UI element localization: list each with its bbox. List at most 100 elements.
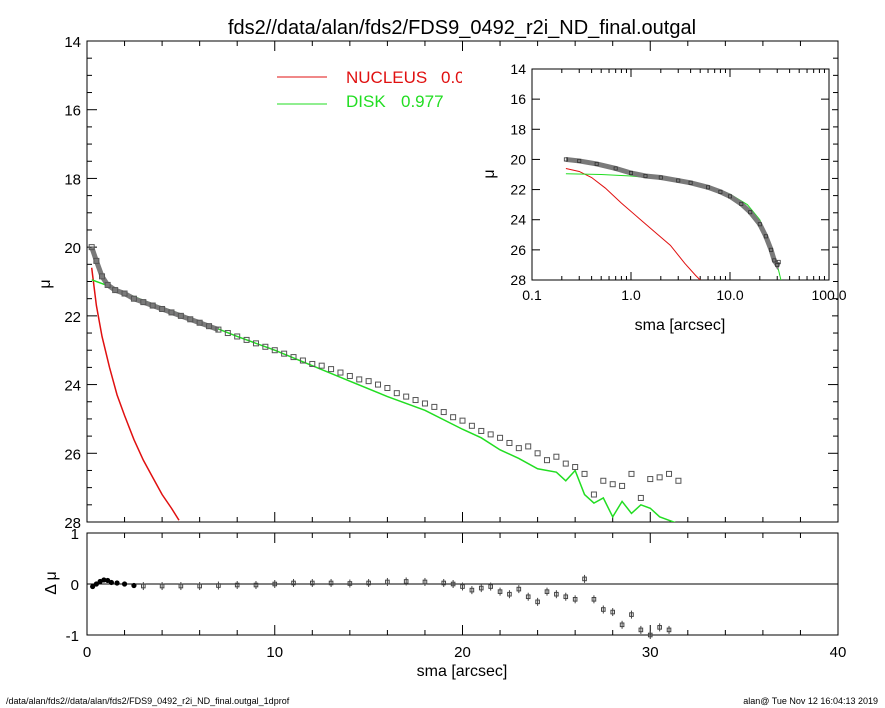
inset-x-axis-label: sma [arcsec]: [635, 317, 726, 334]
residual-point: [328, 580, 334, 586]
inset-y-tick-label: 22: [510, 182, 526, 198]
main-y-tick-label: 20: [64, 240, 81, 257]
main-data-point: [112, 287, 119, 294]
main-data-point: [88, 244, 95, 251]
residual-point: [441, 580, 447, 586]
inset-data-point: [676, 178, 681, 183]
main-y-tick-label: 14: [64, 34, 81, 51]
main-data-point: [468, 422, 475, 429]
x-tick-label: 0: [83, 644, 91, 661]
inset-x-tick-label: 1.0: [621, 287, 641, 303]
main-data-point: [177, 312, 184, 319]
residual-point: [121, 581, 128, 587]
inset-y-tick-label: 18: [510, 121, 526, 137]
main-data-point: [234, 333, 241, 340]
residual-y-tick-label: 0: [71, 577, 79, 594]
main-panel: 14 16 18 20 22 24 26 28 μ NUCLEUS 0.023 DISK 0.…: [37, 34, 839, 532]
main-data-point: [337, 369, 344, 376]
residual-point: [535, 599, 540, 605]
main-data-point: [159, 305, 166, 312]
main-data-point: [243, 336, 250, 343]
inset-series-nucleus: [565, 167, 701, 280]
residual-point: [666, 627, 672, 633]
residual-point: [488, 584, 493, 589]
inset-y-tick-label: 26: [510, 242, 526, 258]
inset-data-point: [688, 180, 693, 185]
inset-data-point: [776, 259, 781, 264]
residual-point: [544, 589, 550, 594]
main-y-tick-label: 24: [64, 378, 81, 395]
main-data-point: [403, 393, 410, 400]
residual-point: [90, 583, 96, 590]
residual-point: [385, 579, 390, 585]
x-tick-label: 40: [830, 644, 847, 661]
main-data-point: [431, 403, 438, 410]
residual-x-axis-label: sma [arcsec]: [417, 663, 508, 680]
inset-data-point: [763, 234, 768, 239]
residual-point: [497, 589, 503, 594]
inset-data-point: [769, 247, 774, 252]
x-tick-label: 20: [454, 644, 471, 661]
main-data-point: [647, 476, 654, 483]
main-data-point: [450, 414, 457, 421]
inset-data-point: [748, 210, 753, 215]
residual-panel: 0 10 20 30 40-101 Δ μ sma [arcsec]: [43, 526, 846, 680]
residual-y-axis-label: Δ μ: [43, 571, 60, 594]
residual-point: [554, 591, 559, 597]
inset-axis-ticks: 0.1 1.0 10.0 100.0 14 16 18 20 22 24 26 28: [510, 61, 846, 303]
residual-point: [347, 581, 353, 586]
main-data-point: [121, 290, 128, 297]
residual-y-tick-label: -1: [66, 628, 79, 645]
residual-point: [591, 597, 597, 602]
main-data-band: [89, 246, 220, 332]
inset-data-point: [594, 161, 599, 166]
x-tick-label: 10: [266, 644, 283, 661]
main-data-point: [375, 381, 382, 388]
inset-background: [462, 58, 832, 338]
residual-data-layer: [90, 574, 672, 639]
main-y-tick-label: 16: [64, 103, 81, 120]
main-series-nucleus: [90, 267, 180, 521]
inset-x-tick-label: 100.0: [811, 287, 846, 303]
residual-point: [131, 582, 137, 589]
main-data-point: [215, 326, 222, 333]
inset-y-axis-label: μ: [481, 169, 498, 178]
inset-plot-frame: [531, 68, 830, 281]
residual-point: [234, 582, 240, 588]
residual-point: [619, 622, 625, 628]
main-data-point: [309, 360, 316, 367]
main-data-point: [421, 400, 428, 407]
main-data-point: [487, 431, 494, 438]
main-data-point: [412, 397, 419, 404]
residual-point: [647, 632, 653, 638]
main-data-point: [656, 474, 663, 481]
main-data-point: [299, 357, 306, 364]
legend-disk-value: 0.977: [401, 92, 444, 111]
main-data-point: [609, 481, 616, 488]
main-data-point: [478, 427, 485, 434]
main-data-point: [515, 445, 522, 452]
residual-point: [403, 579, 409, 584]
main-data-point: [637, 494, 644, 501]
inset-x-tick-label: 0.1: [522, 287, 542, 303]
main-data-point: [328, 366, 335, 373]
residual-point: [460, 584, 465, 589]
residual-point: [572, 597, 578, 602]
main-data-point: [572, 464, 579, 471]
main-data-point: [224, 330, 231, 337]
main-data-point: [140, 299, 147, 306]
main-y-tick-label: 22: [64, 309, 81, 326]
residual-point: [291, 580, 296, 586]
inset-data-point: [728, 194, 733, 199]
residual-point: [310, 580, 315, 586]
legend-nucleus-label: NUCLEUS: [346, 68, 427, 87]
chart-title: fds2//data/alan/fds2/FDS9_0492_r2i_ND_fi…: [228, 17, 696, 39]
footer-left: /data/alan/fds2//data/alan/fds2/FDS9_049…: [6, 696, 290, 706]
inset-x-tick-label: 10.0: [716, 287, 743, 303]
main-data-point: [393, 390, 400, 397]
main-data-point: [271, 347, 278, 354]
inset-data-point: [629, 170, 634, 175]
main-data-point: [553, 453, 560, 460]
residual-point: [629, 612, 634, 617]
